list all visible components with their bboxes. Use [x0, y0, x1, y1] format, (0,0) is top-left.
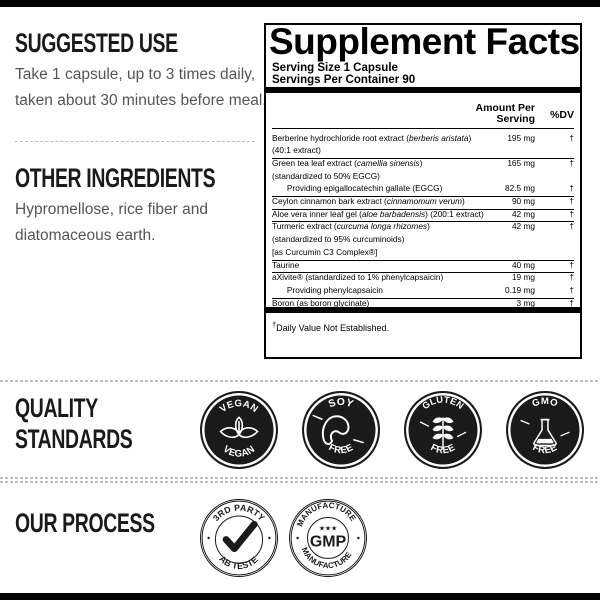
svg-text:GMP: GMP [310, 533, 347, 550]
svg-text:3RD PARTY: 3RD PARTY [211, 502, 267, 523]
svg-text:SOY: SOY [327, 397, 355, 410]
svg-text:GLUTEN: GLUTEN [420, 394, 465, 411]
svg-text:VEGAN: VEGAN [218, 398, 260, 415]
svg-text:VEGAN: VEGAN [221, 444, 257, 460]
svg-text:★★★: ★★★ [319, 524, 337, 532]
svg-text:GMO: GMO [531, 396, 560, 410]
svg-text:FREE: FREE [327, 442, 356, 456]
